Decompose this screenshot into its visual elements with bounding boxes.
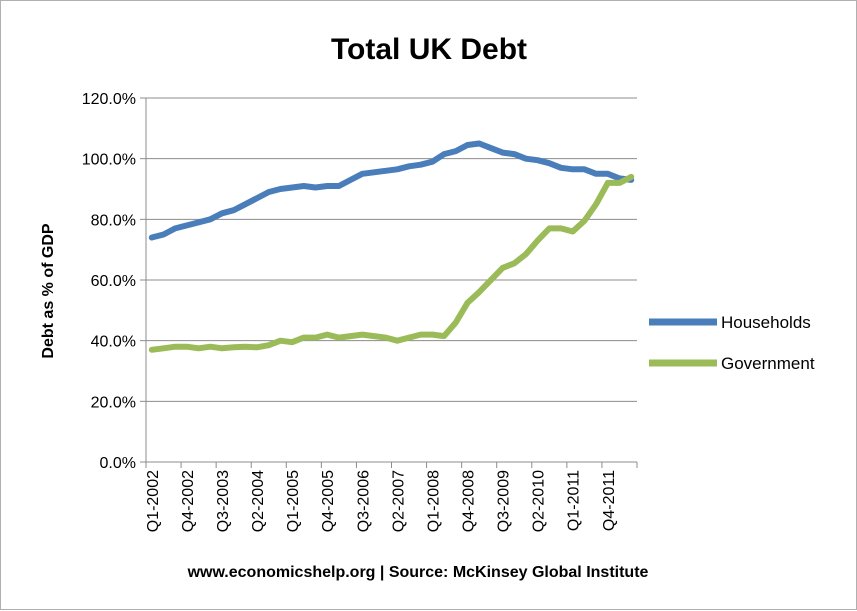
- series-lines: [148, 140, 635, 353]
- x-tick-label: Q1-2005: [285, 470, 302, 532]
- axes: [140, 97, 638, 468]
- y-tick-label: 0.0%: [100, 455, 136, 472]
- x-tick-label: Q4-2005: [320, 470, 337, 532]
- y-tick-label: 100.0%: [82, 152, 136, 169]
- series-line-government: [148, 173, 635, 353]
- y-axis-tick-labels: 0.0% 20.0% 40.0% 60.0% 80.0% 100.0% 120.0%: [82, 91, 136, 472]
- x-tick-label: Q2-2010: [531, 470, 548, 532]
- x-tick-label: Q4-2011: [601, 470, 618, 531]
- chart-title: Total UK Debt: [331, 33, 527, 66]
- legend-label-government: Government: [721, 354, 815, 373]
- y-tick-label: 80.0%: [91, 212, 136, 229]
- x-tick-label: Q1-2011: [566, 470, 583, 531]
- y-tick-label: 40.0%: [91, 334, 136, 351]
- x-tick-label: Q4-2002: [180, 470, 197, 532]
- y-axis-label: Debt as % of GDP: [40, 223, 57, 358]
- y-tick-label: 60.0%: [91, 273, 136, 290]
- series-line-households: [148, 140, 635, 241]
- x-tick-label: Q3-2003: [215, 470, 232, 532]
- legend: Households Government: [649, 313, 815, 373]
- x-tick-label: Q2-2007: [390, 470, 407, 532]
- x-tick-label: Q3-2009: [496, 470, 513, 532]
- source-caption: www.economicshelp.org | Source: McKinsey…: [187, 564, 649, 581]
- x-tick-label: Q2-2004: [250, 470, 267, 532]
- x-tick-label: Q1-2002: [145, 470, 162, 532]
- x-tick-label: Q3-2006: [355, 470, 372, 532]
- y-tick-label: 20.0%: [91, 394, 136, 411]
- x-axis-tick-labels: Q1-2002 Q4-2002 Q3-2003 Q2-2004 Q1-2005 Q4-20…: [145, 470, 618, 532]
- x-tick-label: Q1-2008: [425, 470, 442, 532]
- legend-label-households: Households: [721, 313, 811, 332]
- gridlines: [146, 97, 637, 402]
- y-tick-label: 120.0%: [82, 91, 136, 108]
- x-tick-label: Q4-2008: [460, 470, 477, 532]
